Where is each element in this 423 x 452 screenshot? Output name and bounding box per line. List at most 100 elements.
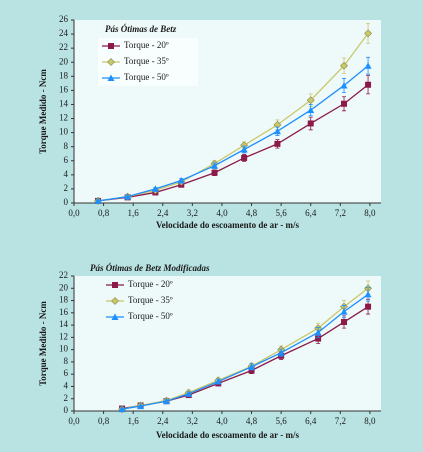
marker xyxy=(341,100,348,107)
y-tick-label: 2 xyxy=(64,393,69,403)
y-tick-label: 26 xyxy=(59,14,69,24)
y-tick-label: 6 xyxy=(64,155,69,165)
marker xyxy=(274,140,281,147)
y-tick-label: 16 xyxy=(59,307,69,317)
series-line xyxy=(121,293,369,410)
x-tick-label: 2,4 xyxy=(157,208,169,218)
x-tick-label: 5,6 xyxy=(276,208,288,218)
marker xyxy=(108,43,114,49)
x-axis-label: Velocidade do escoamento de ar - m/s xyxy=(156,220,299,230)
x-tick-label: 4,0 xyxy=(216,208,228,218)
legend-label: Torque - 50º xyxy=(128,311,173,321)
y-tick-label: 8 xyxy=(64,141,69,151)
marker xyxy=(124,193,132,200)
y-tick-label: 10 xyxy=(59,127,69,137)
legend-label: Torque - 35º xyxy=(128,295,173,305)
x-tick-label: 8,0 xyxy=(364,416,376,426)
y-tick-label: 16 xyxy=(59,84,69,94)
y-tick-label: 4 xyxy=(64,381,69,391)
legend-label: Torque - 50º xyxy=(124,72,169,82)
marker xyxy=(118,405,126,413)
y-tick-label: 24 xyxy=(59,28,69,38)
marker xyxy=(162,397,170,405)
y-tick-label: 8 xyxy=(64,356,69,366)
marker xyxy=(211,162,219,169)
marker xyxy=(151,185,159,192)
x-tick-label: 7,2 xyxy=(335,416,346,426)
y-tick-label: 0 xyxy=(64,405,69,415)
marker xyxy=(340,61,348,70)
y-tick-label: 22 xyxy=(59,270,68,280)
x-tick-label: 3,2 xyxy=(187,416,198,426)
marker xyxy=(364,29,372,38)
x-tick-label: 6,4 xyxy=(305,208,317,218)
marker xyxy=(111,297,119,305)
y-tick-label: 10 xyxy=(59,344,69,354)
y-tick-label: 6 xyxy=(64,368,69,378)
y-tick-label: 12 xyxy=(59,331,68,341)
x-tick-label: 4,8 xyxy=(246,416,258,426)
marker xyxy=(248,367,255,374)
y-tick-label: 18 xyxy=(59,70,69,80)
marker xyxy=(315,335,322,342)
marker xyxy=(365,303,372,310)
x-tick-label: 0,0 xyxy=(68,416,80,426)
y-tick-label: 14 xyxy=(59,319,69,329)
y-tick-label: 12 xyxy=(59,113,68,123)
x-tick-label: 1,6 xyxy=(128,416,140,426)
series-line xyxy=(97,32,369,202)
y-tick-label: 2 xyxy=(64,183,69,193)
marker xyxy=(340,308,348,315)
series-line xyxy=(97,65,369,202)
marker xyxy=(307,120,314,127)
marker xyxy=(306,96,315,105)
x-tick-label: 0,8 xyxy=(98,416,110,426)
x-tick-label: 2,4 xyxy=(157,416,169,426)
legend-label: Torque - 20º xyxy=(124,40,169,50)
marker xyxy=(240,146,248,153)
marker xyxy=(248,363,256,370)
legend-label: Torque - 20º xyxy=(128,279,173,289)
x-tick-label: 8,0 xyxy=(364,208,376,218)
y-tick-label: 22 xyxy=(59,42,68,52)
marker xyxy=(314,328,322,336)
legend-label: Torque - 35º xyxy=(124,56,169,66)
marker xyxy=(273,127,281,135)
marker xyxy=(364,62,372,69)
marker xyxy=(185,390,193,397)
y-tick-label: 4 xyxy=(64,169,69,179)
x-axis-label: Velocidade do escoamento de ar - m/s xyxy=(156,430,299,440)
y-axis-label: Torque Medido - Ncm xyxy=(38,301,48,386)
x-tick-label: 0,0 xyxy=(68,208,80,218)
marker xyxy=(341,319,348,326)
x-tick-label: 3,2 xyxy=(187,208,198,218)
marker xyxy=(177,176,185,184)
marker xyxy=(211,169,218,176)
marker xyxy=(107,74,115,81)
x-tick-label: 5,6 xyxy=(276,416,288,426)
plot-area xyxy=(74,276,381,411)
y-tick-label: 20 xyxy=(59,56,69,66)
marker xyxy=(111,313,119,320)
x-tick-label: 4,0 xyxy=(216,416,228,426)
x-tick-label: 1,6 xyxy=(128,208,140,218)
marker xyxy=(107,58,115,66)
marker xyxy=(277,349,285,356)
series-line xyxy=(97,84,369,202)
marker xyxy=(365,81,372,88)
y-tick-label: 14 xyxy=(59,99,69,109)
x-tick-label: 6,4 xyxy=(305,416,317,426)
x-tick-label: 0,8 xyxy=(98,208,110,218)
marker xyxy=(137,402,145,410)
y-tick-label: 20 xyxy=(59,282,69,292)
y-tick-label: 18 xyxy=(59,295,69,305)
chart-title: Pás Ótimas de Betz xyxy=(105,24,177,34)
chart-title: Pás Ótimas de Betz Modificadas xyxy=(90,263,210,273)
marker xyxy=(241,154,248,161)
y-axis-label: Torque Medido - Ncm xyxy=(38,69,48,154)
marker xyxy=(307,106,315,114)
x-tick-label: 7,2 xyxy=(335,208,346,218)
marker xyxy=(340,81,348,89)
